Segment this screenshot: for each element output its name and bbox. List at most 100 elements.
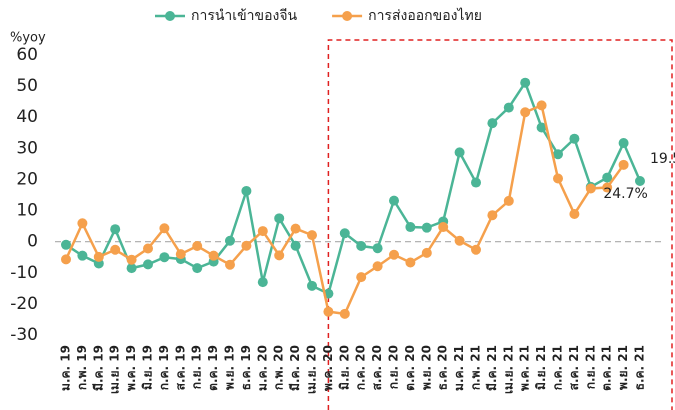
point	[274, 250, 285, 261]
value-label: 24.7%	[603, 186, 647, 202]
x-tick-label: มิ.ย. 20	[337, 345, 351, 390]
highlight-box	[327, 39, 673, 410]
point	[110, 244, 121, 255]
x-tick-label: มิ.ย. 19	[141, 345, 155, 390]
point	[339, 308, 350, 319]
x-tick-label: ก.ย. 19	[190, 345, 204, 389]
point	[454, 147, 465, 158]
x-tick-label: ม.ค. 19	[59, 345, 73, 391]
x-tick-label: เม.ย. 21	[501, 345, 515, 394]
series-line	[64, 103, 625, 316]
point	[241, 240, 252, 251]
x-tick-label: ก.พ. 19	[75, 345, 89, 390]
x-tick-label: ส.ค. 19	[173, 345, 187, 390]
point	[487, 210, 498, 221]
point	[471, 244, 481, 255]
point	[602, 172, 613, 183]
point	[323, 306, 334, 317]
point	[454, 235, 465, 246]
point	[553, 173, 563, 184]
y-tick-label: 10	[16, 201, 38, 221]
point	[389, 249, 399, 260]
y-tick-label: 60	[16, 45, 38, 65]
point	[143, 243, 153, 254]
point	[520, 77, 531, 88]
point	[389, 195, 399, 206]
point	[536, 122, 547, 133]
point	[61, 239, 71, 250]
y-tick-label: -20	[10, 294, 38, 314]
point	[93, 251, 104, 262]
y-axis-label: %yoy	[10, 31, 46, 46]
point	[503, 102, 514, 113]
point	[602, 182, 613, 193]
x-tick-label: ก.พ. 20	[272, 345, 286, 390]
point	[307, 230, 317, 241]
point	[257, 226, 268, 237]
value-label: 19.5%	[650, 151, 675, 167]
x-tick-label: มี.ค. 21	[485, 345, 499, 391]
point	[290, 223, 301, 234]
point	[192, 241, 203, 252]
point	[356, 241, 367, 252]
point	[143, 259, 153, 270]
point	[471, 177, 481, 188]
x-tick-label: ต.ค. 19	[206, 345, 220, 391]
x-tick-label: ธ.ค. 21	[633, 345, 647, 390]
point	[257, 277, 268, 288]
x-tick-label: ต.ค. 21	[600, 345, 614, 391]
y-tick-label: -30	[10, 325, 38, 345]
x-tick-label: พ.ย. 21	[616, 345, 630, 390]
point	[438, 222, 449, 233]
y-tick-label: 50	[16, 76, 38, 96]
point	[126, 263, 137, 274]
point	[487, 118, 498, 129]
point	[635, 176, 645, 186]
point	[192, 263, 203, 274]
point	[503, 195, 514, 206]
point	[208, 250, 219, 261]
x-tick-label: พ.ค. 20	[321, 345, 335, 391]
y-tick-label: 40	[16, 107, 38, 127]
point	[372, 243, 383, 254]
legend-label: การนำเข้าของจีน	[191, 8, 298, 24]
point	[307, 280, 317, 291]
point	[618, 159, 629, 170]
x-tick-label: มิ.ย. 21	[534, 345, 548, 390]
point	[126, 254, 137, 265]
legend-label: การส่งออกของไทย	[368, 7, 482, 24]
point	[61, 254, 71, 265]
legend-marker	[342, 11, 353, 21]
y-tick-label: 30	[16, 138, 38, 158]
x-tick-label: ธ.ค. 20	[436, 345, 450, 390]
point	[421, 247, 432, 258]
x-tick-label: ก.พ. 21	[469, 345, 483, 390]
x-tick-label: ก.ค. 19	[157, 345, 171, 390]
point	[77, 250, 88, 261]
x-tick-label: ก.ย. 21	[583, 345, 597, 389]
x-tick-label: พ.ย. 19	[223, 345, 237, 390]
x-tick-label: พ.ย. 20	[419, 345, 433, 390]
y-tick-label: 0	[27, 232, 38, 252]
x-tick-label: ก.ย. 20	[387, 345, 401, 389]
point	[569, 133, 580, 144]
point	[372, 261, 383, 272]
point	[290, 240, 301, 251]
point	[159, 252, 170, 263]
point	[618, 138, 629, 149]
x-tick-label: มี.ค. 20	[288, 345, 302, 391]
point	[110, 224, 121, 235]
point	[175, 249, 186, 260]
point	[405, 257, 416, 268]
x-tick-label: มี.ค. 19	[91, 345, 105, 391]
x-tick-label: เม.ย. 20	[305, 345, 319, 394]
legend-marker	[165, 11, 175, 21]
point	[77, 218, 88, 229]
x-tick-label: พ.ค. 21	[518, 345, 532, 391]
point	[585, 183, 596, 194]
point	[536, 100, 547, 111]
x-tick-label: ม.ค. 21	[452, 345, 466, 391]
x-tick-label: เม.ย. 19	[108, 345, 122, 394]
x-tick-label: พ.ค. 19	[124, 345, 138, 391]
